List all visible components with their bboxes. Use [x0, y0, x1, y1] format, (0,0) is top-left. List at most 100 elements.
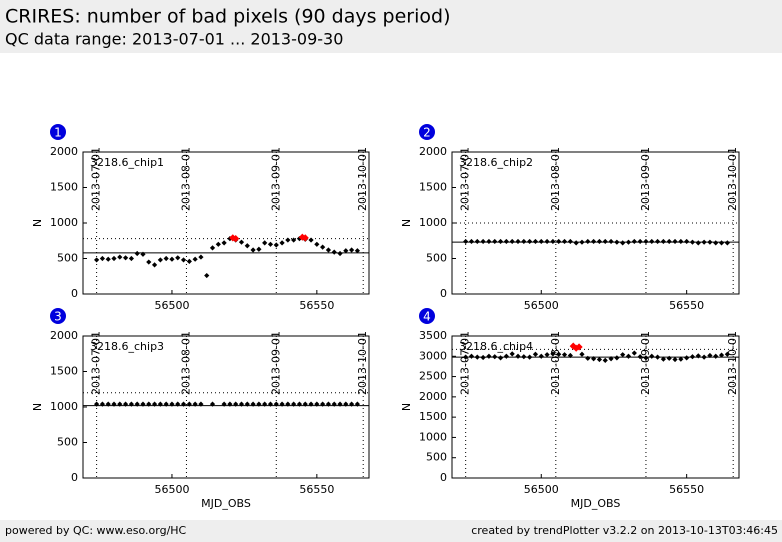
point: [238, 239, 245, 245]
page-subtitle: QC data range: 2013-07-01 ... 2013-09-30: [5, 30, 343, 49]
point: [678, 238, 684, 245]
y-tick-label: 500: [57, 252, 78, 265]
point: [631, 238, 637, 245]
point: [209, 401, 216, 407]
point: [695, 353, 701, 359]
point: [567, 352, 573, 359]
panel-number: 3: [54, 310, 62, 324]
point: [608, 356, 614, 362]
point: [569, 342, 577, 350]
point: [620, 352, 626, 358]
y-tick-label: 2000: [419, 390, 447, 403]
point: [707, 352, 713, 359]
point: [567, 238, 573, 245]
point: [320, 244, 326, 250]
point: [602, 357, 608, 363]
point: [256, 246, 262, 252]
point: [99, 255, 106, 262]
point: [550, 238, 556, 245]
point: [99, 401, 106, 407]
point: [556, 238, 562, 245]
point: [267, 401, 274, 407]
x-axis-label: MJD_OBS: [571, 497, 621, 510]
point: [538, 238, 544, 245]
point: [192, 401, 198, 407]
point: [157, 257, 163, 263]
point: [614, 355, 620, 361]
point: [503, 238, 509, 245]
point: [262, 401, 268, 407]
point: [637, 238, 643, 245]
point: [117, 401, 123, 407]
point: [250, 247, 256, 253]
panel-badge: [419, 308, 435, 324]
x-tick-label: 56550: [669, 299, 704, 312]
footer-bg: [0, 520, 782, 542]
point: [279, 240, 285, 246]
point: [198, 254, 204, 260]
point: [544, 352, 550, 358]
point: [503, 353, 509, 359]
point: [128, 255, 134, 262]
point: [140, 251, 146, 257]
point: [544, 238, 550, 245]
point: [707, 239, 713, 245]
point: [163, 401, 169, 407]
point: [221, 240, 227, 246]
point: [497, 355, 504, 361]
point: [94, 257, 100, 263]
y-axis-label: N: [31, 219, 44, 227]
point: [643, 238, 649, 245]
y-tick-label: 500: [426, 451, 447, 464]
point: [689, 239, 696, 245]
y-tick-label: 1500: [419, 181, 447, 194]
point: [573, 240, 579, 246]
point: [94, 401, 100, 407]
point: [660, 238, 666, 245]
point: [343, 248, 349, 254]
date-label: 2013-10-01: [726, 331, 739, 395]
point: [591, 238, 597, 245]
point: [291, 401, 297, 407]
point: [596, 238, 603, 245]
point: [134, 250, 140, 257]
point: [169, 256, 175, 262]
date-label: 2013-10-01: [356, 331, 369, 395]
point: [186, 401, 192, 407]
point: [532, 238, 539, 245]
date-label: 2013-08-01: [179, 147, 192, 211]
point: [701, 239, 707, 245]
point: [474, 238, 480, 245]
x-axis-label: MJD_OBS: [201, 497, 251, 510]
point: [556, 351, 562, 357]
y-tick-label: 2000: [419, 145, 447, 158]
point: [509, 351, 515, 357]
point: [215, 241, 221, 247]
point: [331, 249, 337, 255]
point: [463, 238, 469, 245]
point: [521, 354, 527, 360]
y-tick-label: 0: [71, 287, 78, 300]
point: [285, 237, 291, 243]
date-label: 2013-08-01: [179, 331, 192, 395]
panel-label: 3218.6_chip1: [90, 156, 164, 169]
point: [180, 401, 187, 407]
point: [267, 241, 274, 247]
y-axis-label: N: [400, 219, 413, 227]
point: [492, 354, 498, 360]
point: [354, 248, 361, 254]
point: [146, 401, 152, 407]
point: [354, 401, 361, 407]
point: [713, 240, 719, 246]
point: [232, 235, 240, 243]
point: [532, 351, 539, 357]
point: [614, 239, 620, 245]
y-tick-label: 500: [426, 252, 447, 265]
point: [596, 356, 603, 363]
point: [713, 353, 719, 359]
point: [579, 351, 585, 357]
point: [296, 401, 303, 407]
panel-number: 4: [423, 310, 431, 324]
panel-badge: [50, 124, 66, 140]
y-tick-label: 3500: [419, 329, 447, 342]
